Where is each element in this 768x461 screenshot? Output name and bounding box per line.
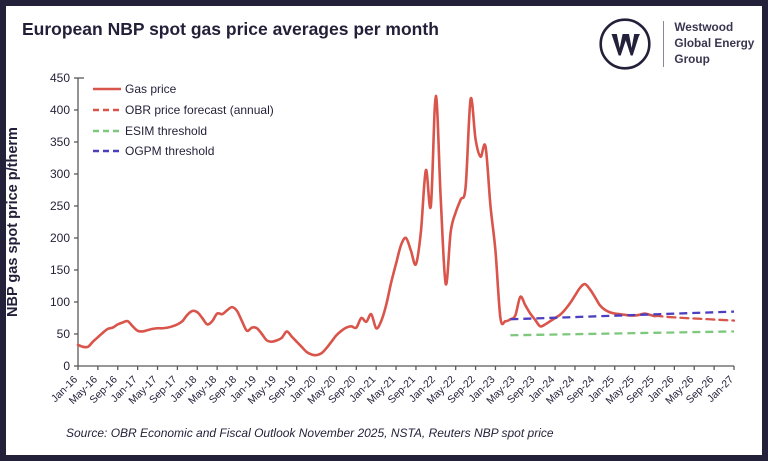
svg-text:50: 50 (57, 327, 71, 341)
svg-text:250: 250 (50, 199, 70, 213)
svg-text:400: 400 (50, 103, 70, 117)
svg-text:300: 300 (50, 167, 70, 181)
svg-text:450: 450 (50, 71, 70, 85)
svg-text:150: 150 (50, 263, 70, 277)
svg-text:0: 0 (63, 359, 70, 373)
svg-text:200: 200 (50, 231, 70, 245)
svg-text:100: 100 (50, 295, 70, 309)
svg-text:350: 350 (50, 135, 70, 149)
